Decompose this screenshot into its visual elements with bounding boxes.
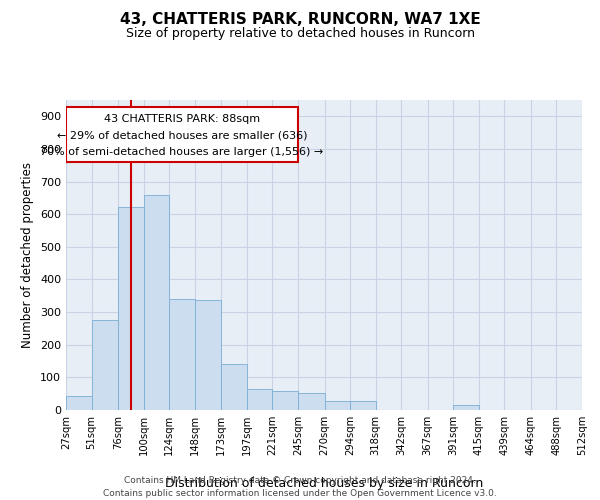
Bar <box>221 364 247 410</box>
Text: 43, CHATTERIS PARK, RUNCORN, WA7 1XE: 43, CHATTERIS PARK, RUNCORN, WA7 1XE <box>119 12 481 28</box>
Bar <box>118 207 143 410</box>
Bar <box>92 320 118 410</box>
Bar <box>272 391 298 410</box>
Bar <box>298 393 325 410</box>
Text: Size of property relative to detached houses in Runcorn: Size of property relative to detached ho… <box>125 28 475 40</box>
Y-axis label: Number of detached properties: Number of detached properties <box>22 162 34 348</box>
Text: ← 29% of detached houses are smaller (636): ← 29% of detached houses are smaller (63… <box>57 130 307 140</box>
Text: Distribution of detached houses by size in Runcorn: Distribution of detached houses by size … <box>165 477 483 490</box>
Bar <box>453 405 479 410</box>
Bar <box>66 396 92 410</box>
Bar <box>169 299 195 410</box>
Bar <box>66 106 298 162</box>
Text: 43 CHATTERIS PARK: 88sqm: 43 CHATTERIS PARK: 88sqm <box>104 114 260 124</box>
Bar <box>350 401 376 410</box>
Bar <box>195 300 221 410</box>
Text: Contains HM Land Registry data © Crown copyright and database right 2024.
Contai: Contains HM Land Registry data © Crown c… <box>103 476 497 498</box>
Text: 70% of semi-detached houses are larger (1,556) →: 70% of semi-detached houses are larger (… <box>40 147 323 157</box>
Bar <box>325 401 350 410</box>
Bar <box>143 194 169 410</box>
Bar <box>247 389 272 410</box>
